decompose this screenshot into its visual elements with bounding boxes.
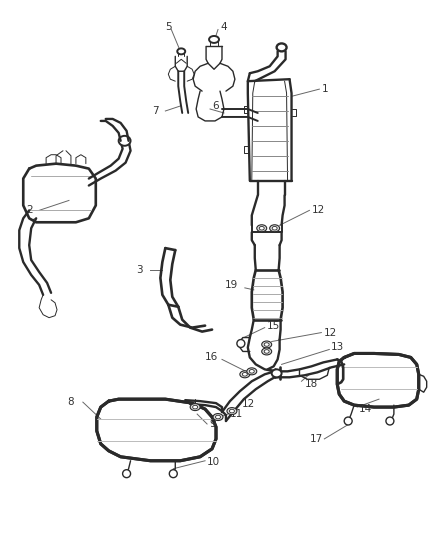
- Polygon shape: [97, 399, 216, 461]
- Ellipse shape: [386, 417, 394, 425]
- Ellipse shape: [344, 417, 352, 425]
- Text: 7: 7: [152, 106, 159, 116]
- Text: 4: 4: [220, 21, 226, 31]
- Text: 9: 9: [209, 419, 215, 429]
- Ellipse shape: [242, 373, 247, 376]
- Ellipse shape: [209, 36, 219, 43]
- Ellipse shape: [240, 371, 250, 378]
- Ellipse shape: [270, 225, 279, 232]
- Text: 12: 12: [242, 399, 255, 409]
- Ellipse shape: [247, 368, 257, 375]
- Text: 2: 2: [26, 205, 33, 215]
- Ellipse shape: [264, 343, 269, 346]
- Text: 6: 6: [212, 101, 219, 111]
- Ellipse shape: [213, 414, 223, 421]
- Text: 17: 17: [309, 434, 323, 444]
- Ellipse shape: [237, 340, 245, 348]
- Ellipse shape: [190, 403, 200, 410]
- Text: 14: 14: [359, 404, 372, 414]
- Text: 11: 11: [230, 409, 243, 419]
- Text: 19: 19: [225, 280, 238, 290]
- Text: 1: 1: [321, 84, 328, 94]
- Text: 10: 10: [207, 457, 220, 467]
- Text: 15: 15: [267, 321, 280, 330]
- Ellipse shape: [262, 348, 272, 355]
- Ellipse shape: [230, 409, 234, 413]
- Ellipse shape: [215, 415, 220, 419]
- Ellipse shape: [177, 49, 185, 54]
- Text: 12: 12: [311, 205, 325, 215]
- Text: 13: 13: [331, 343, 345, 352]
- Ellipse shape: [257, 225, 267, 232]
- Ellipse shape: [193, 405, 198, 409]
- Ellipse shape: [170, 470, 177, 478]
- Polygon shape: [337, 353, 419, 407]
- Text: 16: 16: [205, 352, 218, 362]
- Ellipse shape: [227, 408, 237, 415]
- Ellipse shape: [272, 369, 282, 377]
- Ellipse shape: [262, 341, 272, 348]
- Text: 18: 18: [304, 379, 318, 389]
- Ellipse shape: [123, 470, 131, 478]
- Ellipse shape: [277, 43, 286, 51]
- Ellipse shape: [272, 227, 277, 230]
- Ellipse shape: [264, 350, 269, 353]
- Text: 12: 12: [323, 328, 336, 337]
- Ellipse shape: [249, 369, 254, 373]
- Text: 3: 3: [137, 265, 143, 275]
- Ellipse shape: [119, 136, 131, 146]
- Ellipse shape: [259, 227, 264, 230]
- Text: 5: 5: [165, 21, 172, 31]
- Text: 8: 8: [67, 397, 74, 407]
